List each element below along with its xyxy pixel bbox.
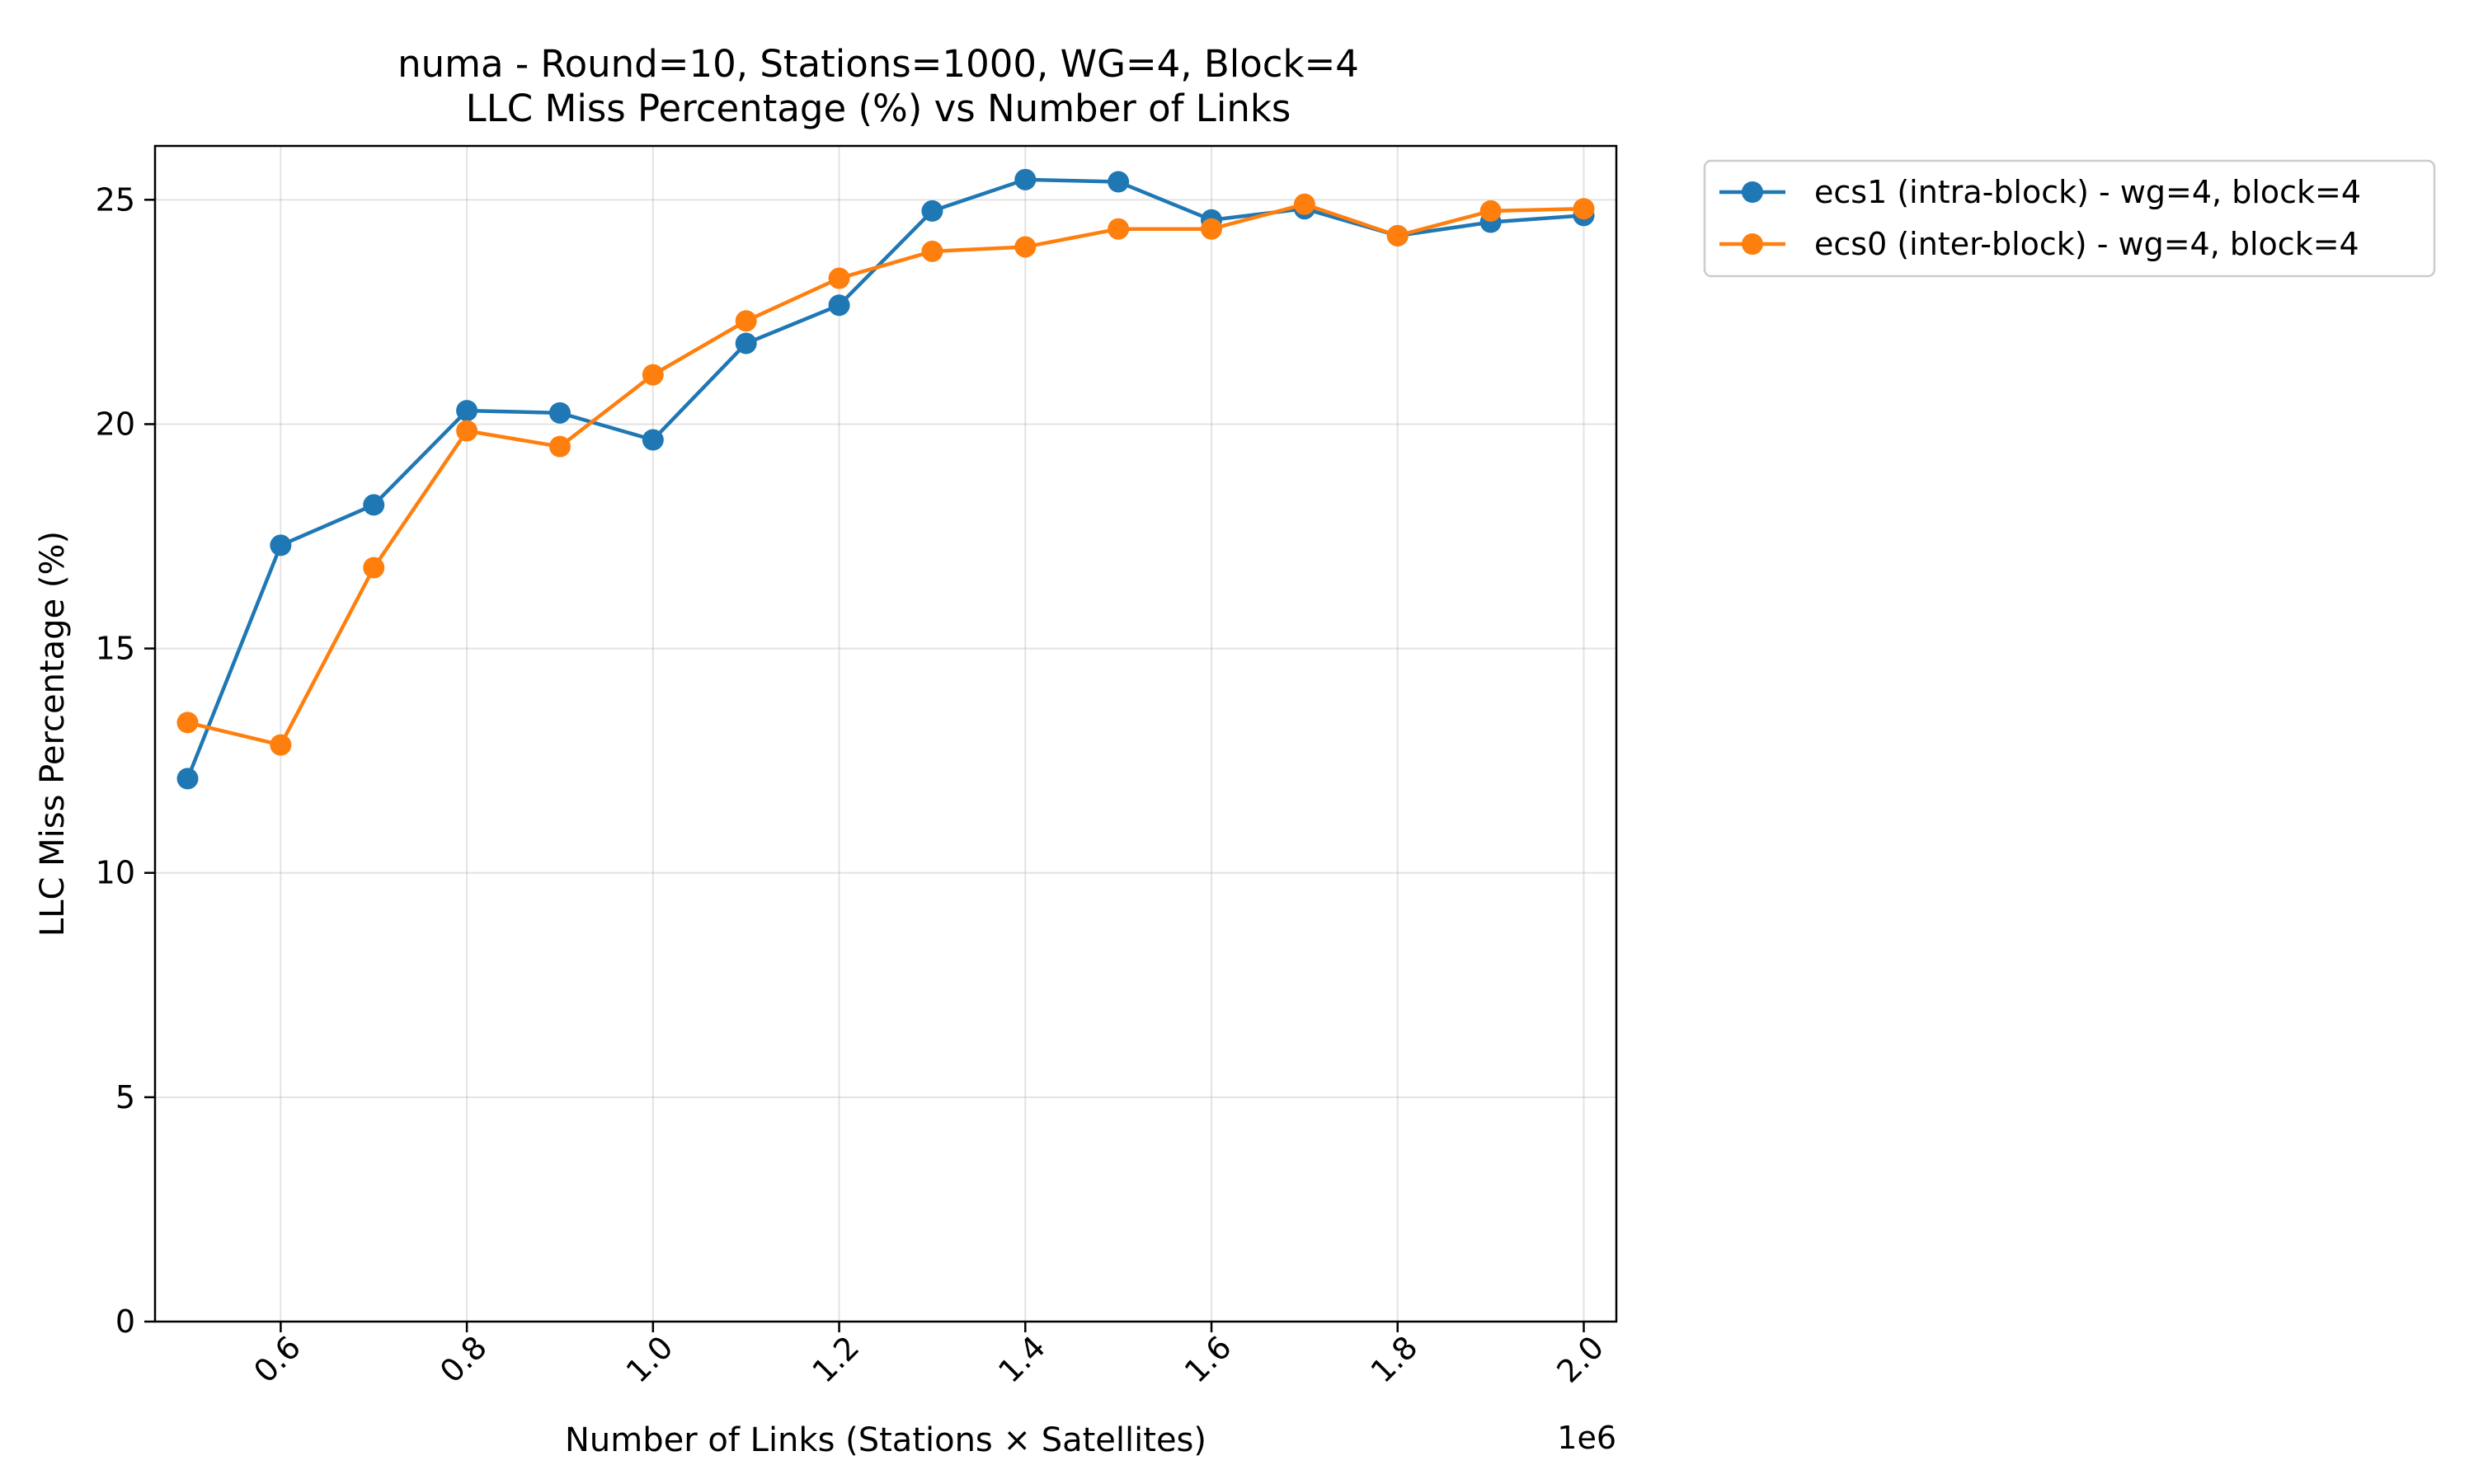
y-tick-label: 10	[96, 855, 135, 891]
series-ecs0	[176, 193, 1595, 756]
data-point-ecs1	[270, 534, 292, 556]
chart-subtitle: LLC Miss Percentage (%) vs Number of Lin…	[466, 87, 1291, 130]
data-point-ecs0	[1293, 193, 1315, 215]
data-point-ecs0	[1479, 200, 1502, 222]
plot-frame	[153, 144, 1618, 1323]
legend-entry-ecs0: ecs0 (inter-block) - wg=4, block=4	[1719, 226, 2359, 262]
data-point-ecs1	[363, 494, 385, 516]
legend-marker-ecs0	[1742, 233, 1763, 255]
data-point-ecs1	[456, 400, 478, 422]
x-tick-label: 0.6	[247, 1329, 308, 1390]
data-point-ecs1	[828, 294, 850, 317]
grid-lines	[155, 146, 1616, 1322]
data-point-ecs0	[1573, 198, 1595, 220]
data-point-ecs1	[735, 332, 757, 355]
x-tick-label: 0.8	[433, 1329, 494, 1390]
x-axis-offset-label: 1e6	[1557, 1420, 1616, 1456]
legend-label-ecs0: ecs0 (inter-block) - wg=4, block=4	[1814, 226, 2359, 262]
data-point-ecs1	[921, 200, 943, 222]
data-point-ecs1	[1108, 171, 1130, 193]
legend-marker-ecs1	[1742, 181, 1763, 203]
data-point-ecs0	[642, 364, 664, 386]
data-point-ecs0	[548, 435, 571, 458]
data-point-ecs0	[828, 267, 850, 289]
data-point-ecs1	[642, 429, 664, 451]
legend: ecs1 (intra-block) - wg=4, block=4 ecs0 …	[1703, 159, 2436, 278]
data-point-ecs0	[735, 310, 757, 332]
x-axis-label: Number of Links (Stations × Satellites)	[565, 1421, 1206, 1459]
x-tick-label: 1.2	[805, 1329, 866, 1390]
data-point-ecs0	[270, 734, 292, 756]
data-point-ecs0	[1014, 236, 1037, 258]
data-point-ecs1	[1014, 168, 1037, 190]
data-point-ecs1	[548, 402, 571, 424]
series-line-ecs0	[186, 202, 1586, 747]
legend-box	[1703, 159, 2436, 278]
y-tick-label: 15	[96, 631, 135, 667]
x-tick-label: 1.4	[991, 1329, 1052, 1390]
y-tick-label: 25	[96, 181, 135, 218]
data-point-ecs0	[363, 556, 385, 579]
data-point-ecs0	[176, 711, 199, 734]
data-point-ecs0	[1386, 224, 1409, 247]
y-tick-label: 5	[115, 1079, 135, 1115]
axis-ticks: 0.6 0.8 1.0 1.2 1.4 1.6 1.8 2.0 0 5 10 15 20 25	[96, 181, 1611, 1389]
series-ecs1	[176, 168, 1595, 790]
data-point-ecs0	[1108, 218, 1130, 240]
y-axis-label: LLC Miss Percentage (%)	[34, 531, 72, 937]
y-tick-label: 20	[96, 406, 135, 442]
chart-title: numa - Round=10, Stations=1000, WG=4, Bl…	[397, 42, 1359, 86]
legend-label-ecs1: ecs1 (intra-block) - wg=4, block=4	[1814, 174, 2361, 210]
data-point-ecs0	[456, 420, 478, 442]
x-tick-label: 1.8	[1364, 1329, 1425, 1390]
data-point-ecs1	[176, 768, 199, 790]
x-tick-label: 2.0	[1550, 1329, 1611, 1390]
series-line-ecs1	[186, 177, 1586, 781]
x-tick-label: 1.6	[1178, 1329, 1239, 1390]
y-tick-label: 0	[115, 1303, 135, 1340]
legend-entry-ecs1: ecs1 (intra-block) - wg=4, block=4	[1719, 174, 2361, 210]
data-point-ecs0	[1201, 218, 1223, 240]
x-tick-label: 1.0	[619, 1329, 680, 1390]
series-layer	[176, 168, 1595, 790]
data-point-ecs0	[921, 240, 943, 262]
